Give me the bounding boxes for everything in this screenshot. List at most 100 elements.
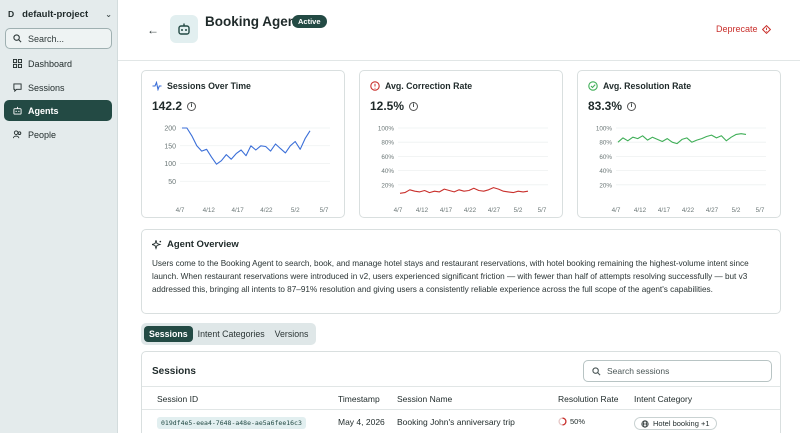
globe-icon — [641, 419, 649, 428]
x-tick-label: 4/27 — [706, 207, 719, 214]
x-tick-label: 4/17 — [231, 207, 244, 214]
x-tick-label: 4/12 — [634, 207, 647, 214]
back-arrow-icon[interactable]: ← — [147, 23, 159, 37]
card-value-text: 12.5% — [370, 99, 405, 113]
sidebar-item-agents[interactable]: Agents — [4, 100, 112, 121]
overview-heading: Agent Overview — [152, 239, 239, 250]
x-tick-label: 4/12 — [416, 207, 429, 214]
x-tick-label: 4/17 — [658, 207, 671, 214]
intent-label: Hotel booking +1 — [653, 419, 710, 428]
table-divider — [142, 386, 780, 387]
project-name: default-project — [22, 8, 89, 20]
y-tick-label: 80% — [599, 140, 612, 147]
column-header-session-name[interactable]: Session Name — [397, 394, 453, 404]
info-icon[interactable]: i — [627, 101, 637, 111]
page-title: Booking Agent — [205, 14, 301, 29]
card-title: Sessions Over Time — [152, 81, 251, 91]
x-tick-label: 5/7 — [320, 207, 329, 214]
tab-sessions[interactable]: Sessions — [144, 326, 193, 342]
y-tick-label: 40% — [381, 168, 394, 175]
line-chart: 200 150 100 50 4/7 4/12 4/17 4/22 5/2 5/7 — [164, 126, 330, 214]
series-line — [617, 133, 747, 145]
column-header-session-id[interactable]: Session ID — [157, 394, 199, 404]
y-tick-label: 200 — [164, 126, 176, 133]
x-tick-label: 5/7 — [756, 207, 765, 214]
card-value: 142.2 i — [152, 99, 197, 113]
y-tick-label: 100% — [378, 126, 395, 133]
x-tick-label: 4/22 — [464, 207, 477, 214]
dashboard-icon — [13, 59, 22, 68]
series-line — [182, 127, 311, 165]
x-tick-label: 4/7 — [394, 207, 403, 214]
check-circle-icon — [588, 81, 598, 91]
resolution-value: 50% — [570, 417, 586, 426]
x-tick-label: 4/22 — [682, 207, 695, 214]
project-letter: D — [8, 9, 15, 19]
y-tick-label: 20% — [381, 182, 394, 189]
sessions-search-input[interactable]: Search sessions — [583, 360, 772, 382]
y-tick-label: 150 — [164, 143, 176, 150]
table-divider — [142, 409, 780, 410]
overview-title: Agent Overview — [167, 239, 239, 250]
x-tick-label: 4/22 — [260, 207, 273, 214]
column-header-resolution-rate[interactable]: Resolution Rate — [558, 394, 619, 404]
x-tick-label: 5/2 — [732, 207, 741, 214]
robot-icon — [13, 106, 22, 115]
sidebar-item-sessions[interactable]: Sessions — [4, 77, 112, 98]
card-value-text: 83.3% — [588, 99, 623, 113]
diamond-warning-icon — [761, 24, 771, 34]
agent-overview: Agent Overview Users come to the Booking… — [141, 229, 781, 314]
y-tick-label: 50 — [168, 179, 176, 186]
line-chart: 100% 80% 60% 40% 20% 4/7 4/12 4/17 4/22 4/27 5/2 5/… — [378, 126, 548, 214]
card-title-text: Sessions Over Time — [167, 81, 251, 91]
card-title: Avg. Resolution Rate — [588, 81, 691, 91]
x-tick-label: 4/17 — [440, 207, 453, 214]
deprecate-button[interactable]: Deprecate — [716, 24, 771, 34]
overview-text: Users come to the Booking Agent to searc… — [152, 259, 749, 294]
tab-intent-categories[interactable]: Intent Categories — [197, 329, 265, 339]
series-line — [399, 187, 529, 194]
sidebar-search-input[interactable]: Search... — [5, 28, 112, 49]
info-icon[interactable]: i — [409, 101, 419, 111]
x-tick-label: 5/2 — [514, 207, 523, 214]
session-id-chip[interactable]: 019df4e5-eea4-7648-a48e-ae5a6fee16c3 — [157, 417, 306, 429]
y-tick-label: 100% — [596, 126, 613, 133]
table-row-timestamp: May 4, 2026 — [338, 417, 385, 427]
card-value-text: 142.2 — [152, 99, 183, 113]
search-icon — [13, 34, 22, 43]
chat-icon — [13, 83, 22, 92]
table-row-intent: Hotel booking +1 — [634, 417, 717, 430]
deprecate-label: Deprecate — [716, 24, 758, 34]
sessions-title: Sessions — [152, 366, 196, 377]
table-row-session-id[interactable]: 019df4e5-eea4-7648-a48e-ae5a6fee16c3 — [157, 417, 306, 429]
alert-circle-icon — [370, 81, 380, 91]
people-icon — [13, 130, 22, 139]
sidebar-item-label: Sessions — [28, 82, 65, 93]
header-divider — [118, 60, 800, 61]
activity-icon — [152, 81, 162, 91]
sidebar-item-label: People — [28, 129, 57, 140]
info-icon[interactable]: i — [187, 101, 197, 111]
sidebar-item-people[interactable]: People — [4, 124, 112, 145]
y-tick-label: 80% — [381, 140, 394, 147]
intent-pill[interactable]: Hotel booking +1 — [634, 417, 717, 430]
tab-versions[interactable]: Versions — [274, 329, 309, 339]
robot-icon — [170, 15, 198, 43]
project-switcher[interactable]: D default-project ⌄ — [8, 6, 112, 22]
column-header-timestamp[interactable]: Timestamp — [338, 394, 380, 404]
sidebar-search-placeholder: Search... — [28, 33, 65, 44]
column-header-intent-category[interactable]: Intent Category — [634, 394, 693, 404]
y-tick-label: 60% — [381, 154, 394, 161]
sidebar-item-label: Agents — [28, 105, 59, 116]
y-tick-label: 20% — [599, 182, 612, 189]
table-row-session-name[interactable]: Booking John's anniversary trip — [397, 417, 515, 427]
chevron-down-icon: ⌄ — [105, 9, 112, 19]
x-tick-label: 4/12 — [203, 207, 216, 214]
sessions-panel: Sessions Search sessions Session ID Time… — [141, 351, 781, 433]
x-tick-label: 5/7 — [538, 207, 547, 214]
sidebar-item-dashboard[interactable]: Dashboard — [4, 53, 112, 74]
table-row-resolution: 50% — [558, 417, 585, 426]
sparkles-icon — [152, 239, 162, 250]
status-badge: Active — [292, 15, 327, 28]
progress-ring-icon — [558, 417, 567, 426]
